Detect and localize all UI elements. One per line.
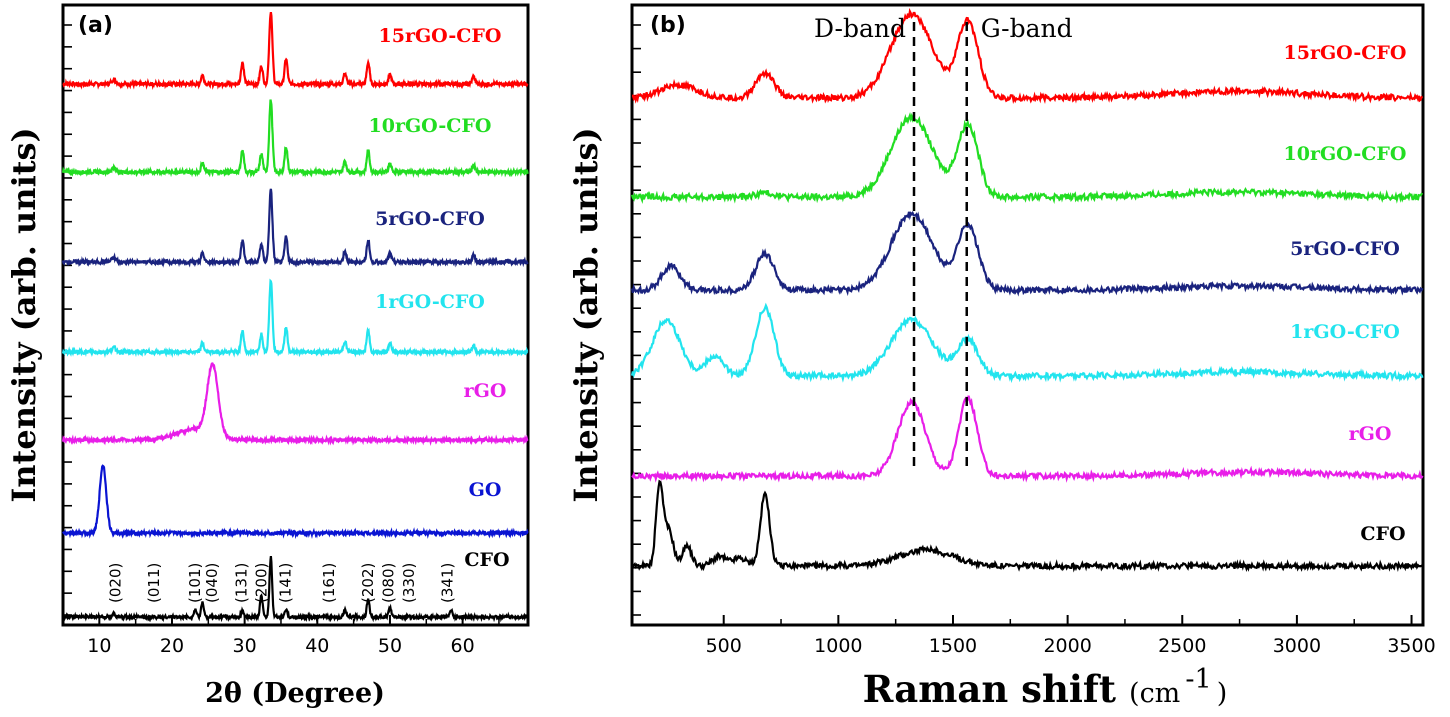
panel-a-series-label-1rgo-cfo: 1rGO-CFO [375,291,485,313]
panel-b-x-tick-label: 3000 [1273,635,1321,657]
panel-a-series-label-rgo: rGO [464,380,507,402]
panel-b-x-tick-label: 1500 [929,635,977,657]
panel-a-x-tick-label: 30 [233,635,257,657]
panel-b-y-axis-label: Intensity (arb. units) [567,127,605,502]
panel-a-x-tick-label: 40 [305,635,329,657]
panel-a-hkl-label: (101) [186,563,204,603]
panel-a-series-line-15rgo-cfo [62,11,529,90]
panel-b-x-tick-label: 2500 [1158,635,1206,657]
panel-a-series-line-rgo [61,362,529,446]
panel-a-hkl-label: (020) [106,563,124,603]
panel-b-series-line-rgo [631,395,1424,483]
panel-a-hkl-label: (330) [400,563,418,603]
panel-a-x-tick-label: 60 [451,635,475,657]
panel-b-series-label-10rgo-cfo: 10rGO-CFO [1284,143,1407,165]
panel-a-hkl-label: (141) [276,563,294,603]
panel-a-x-tick-label: 50 [378,635,402,657]
panel-b-x-tick-label: 1000 [814,635,862,657]
panel-a-series-label-go: GO [469,479,502,501]
panel-b-series-line-1rgo-cfo [630,302,1424,384]
panel-a-series-label-15rgo-cfo: 15rGO-CFO [379,25,502,47]
panel-b-series-line-10rgo-cfo [630,112,1424,205]
panel-b-g-band-label: G-band [981,14,1073,43]
panel-a-x-tick-label: 20 [160,635,184,657]
panel-b-d-band-label: D-band [814,14,906,43]
panel-b-series-label-1rgo-cfo: 1rGO-CFO [1290,321,1400,343]
panel-a-series-label-5rgo-cfo: 5rGO-CFO [375,208,485,230]
panel-a-series-line-1rgo-cfo [61,278,529,358]
panel-b-series-label-5rgo-cfo: 5rGO-CFO [1290,238,1400,260]
panel-a-x-axis-label: 2θ (Degree) [205,678,385,709]
panel-b-x-tick-label: 3500 [1387,635,1435,657]
panel-a-hkl-label: (200) [252,563,270,603]
panel-b-series-label-15rgo-cfo: 15rGO-CFO [1284,42,1407,64]
panel-a-frame [61,3,530,627]
panel-a-x-tick-label: 10 [87,635,111,657]
panel-a-series-line-5rgo-cfo [61,188,529,268]
panel-a-series-line-cfo [62,555,529,623]
panel-a-hkl-label: (161) [320,563,338,603]
panel-b-series-label-rgo: rGO [1349,423,1392,445]
panel-b-x-axis-title: Raman shift [863,667,1116,711]
panel-b: (b) 500 1000 1500 2000 2500 3000 3500 15rGO-CF… [567,3,1436,711]
panel-b-series-label-cfo: CFO [1360,523,1405,545]
panel-b-label: (b) [650,13,686,38]
panel-a-label: (a) [78,13,113,38]
panel-a-hkl-label: (040) [203,563,221,603]
panel-a-hkl-label: (341) [438,563,456,603]
panel-a-y-axis-label: Intensity (arb. units) [5,127,43,502]
panel-a-hkl-label: (202) [359,563,377,603]
panel-b-x-axis-unit: (cm [1129,678,1180,709]
panel-b-x-axis-label: Raman shift (cm -1 ) [863,664,1228,711]
panel-b-x-tick-label: 2000 [1043,635,1091,657]
panel-a-hkl-label: (131) [233,563,251,603]
panel-b-series-line-cfo [630,479,1424,573]
panel-b-x-axis-unit-close: ) [1217,678,1228,709]
panel-b-x-tick-label: 500 [706,635,742,657]
panel-b-series-line-15rgo-cfo [631,7,1424,105]
panel-a: (a) 10 20 30 40 50 60 15rGO-CFO 10rGO-CFO 5rGO-… [5,3,530,709]
panel-a-hkl-label: (080) [380,563,398,603]
panel-b-frame [630,3,1425,627]
panel-a-series-line-go [62,464,529,540]
panel-b-series-line-5rgo-cfo [630,210,1424,297]
panel-b-x-axis-unit-exp: -1 [1185,664,1211,695]
panel-a-series-label-cfo: CFO [464,549,509,571]
panel-a-series-line-10rgo-cfo [61,99,529,179]
panel-a-series-label-10rgo-cfo: 10rGO-CFO [369,115,492,137]
panel-a-hkl-label: (011) [145,563,163,603]
